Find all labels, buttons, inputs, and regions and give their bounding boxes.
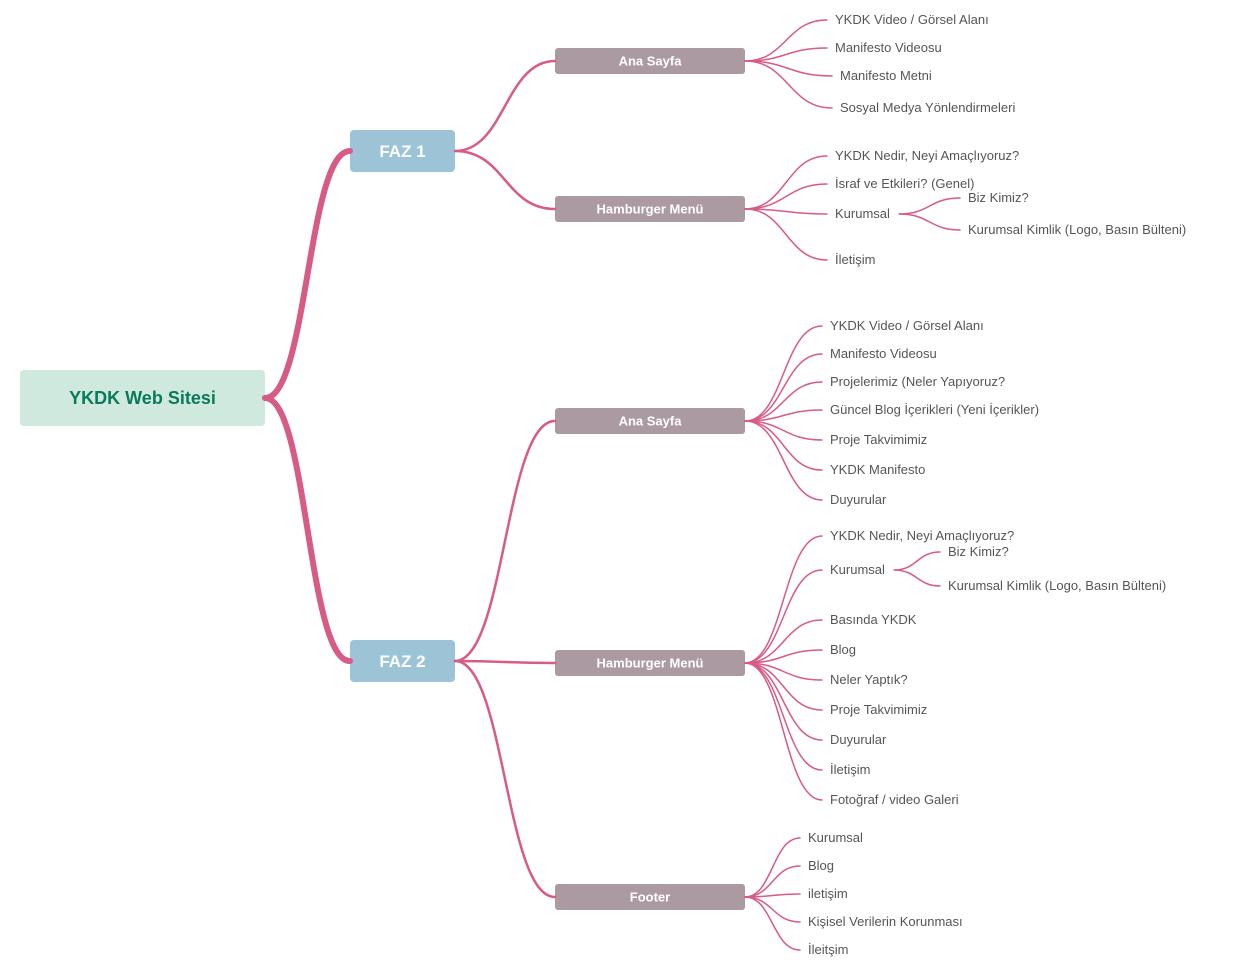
leaf-label: Duyurular: [830, 732, 887, 747]
leaf-child-label: Biz Kimiz?: [968, 190, 1029, 205]
leaf-child-label: Kurumsal Kimlik (Logo, Basın Bülteni): [968, 222, 1186, 237]
leaf-label: Sosyal Medya Yönlendirmeleri: [840, 100, 1015, 115]
leaf-label: İsraf ve Etkileri? (Genel): [835, 176, 974, 191]
leaf-label: Manifesto Videosu: [830, 346, 937, 361]
leaf-label: Fotoğraf / video Galeri: [830, 792, 959, 807]
leaf-label: YKDK Video / Görsel Alanı: [830, 318, 984, 333]
mindmap-canvas: YKDK Web Sitesi FAZ 1 FAZ 2 Ana Sayfa YKDK V…: [0, 0, 1240, 960]
leaf-child-label: Kurumsal Kimlik (Logo, Basın Bülteni): [948, 578, 1166, 593]
leaf-label: Kurumsal: [835, 206, 890, 221]
leaf-label: iletişim: [808, 886, 848, 901]
phase-label: FAZ 2: [379, 652, 425, 671]
leaf-label: Projelerimiz (Neler Yapıyoruz?: [830, 374, 1005, 389]
leaf-label: YKDK Manifesto: [830, 462, 925, 477]
section-label: Footer: [630, 890, 670, 905]
leaf-label: Kişisel Verilerin Korunması: [808, 914, 963, 929]
phase-label: FAZ 1: [379, 142, 425, 161]
section-label: Hamburger Menü: [597, 656, 704, 671]
leaf-label: Güncel Blog İçerikleri (Yeni İçerikler): [830, 402, 1039, 417]
leaf-label: Proje Takvimimiz: [830, 702, 927, 717]
leaf-label: İleitşim: [808, 942, 848, 957]
leaf-label: Duyurular: [830, 492, 887, 507]
leaf-label: Basında YKDK: [830, 612, 917, 627]
leaf-label: Blog: [830, 642, 856, 657]
leaf-label: Kurumsal: [808, 830, 863, 845]
leaf-label: Kurumsal: [830, 562, 885, 577]
section-label: Ana Sayfa: [619, 54, 683, 69]
leaf-label: YKDK Video / Görsel Alanı: [835, 12, 989, 27]
leaf-label: İletişim: [835, 252, 875, 267]
leaf-label: Manifesto Videosu: [835, 40, 942, 55]
root-label: YKDK Web Sitesi: [69, 388, 216, 408]
leaf-label: Blog: [808, 858, 834, 873]
leaf-label: Neler Yaptık?: [830, 672, 908, 687]
leaf-child-label: Biz Kimiz?: [948, 544, 1009, 559]
section-label: Ana Sayfa: [619, 414, 683, 429]
leaf-label: YKDK Nedir, Neyi Amaçlıyoruz?: [835, 148, 1019, 163]
leaf-label: Manifesto Metni: [840, 68, 932, 83]
leaf-label: Proje Takvimimiz: [830, 432, 927, 447]
leaf-label: YKDK Nedir, Neyi Amaçlıyoruz?: [830, 528, 1014, 543]
section-label: Hamburger Menü: [597, 202, 704, 217]
leaf-label: İletişim: [830, 762, 870, 777]
